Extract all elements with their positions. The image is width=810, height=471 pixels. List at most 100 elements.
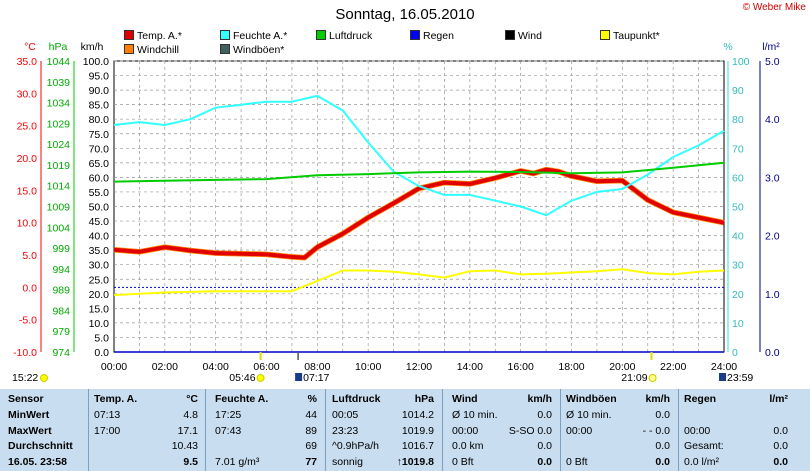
table-cell: 17.1 [177, 424, 198, 437]
table-header-cell: Luftdruck [332, 393, 381, 405]
table-header-cell: Temp. A. [94, 393, 138, 405]
table-cell: 0.0 [537, 409, 552, 421]
temp-tick-label: 25.0 [17, 121, 38, 133]
pressure-tick-label: 994 [52, 264, 70, 276]
rain-tick-label: 3.0 [765, 172, 780, 184]
wind-tick-label: 75.0 [89, 129, 110, 141]
table-header-cell: km/h [645, 393, 670, 405]
table-cell: Durchschnitt [8, 440, 73, 452]
pressure-tick-label: 1014 [47, 181, 71, 193]
table-cell: 4.8 [183, 409, 198, 421]
table-cell: 1016.7 [401, 440, 434, 452]
wind-tick-label: 95.0 [89, 71, 110, 83]
table-cell: 0 Bft [452, 455, 474, 468]
wind-tick-label: 55.0 [89, 187, 110, 199]
statistics-table: Sensor Temp. A. °C Feuchte A.% Luftdruck hPa W… [0, 389, 810, 471]
table-separator [442, 389, 443, 471]
temp-tick-label: 20.0 [17, 153, 38, 165]
x-tick-label: 08:00 [304, 361, 330, 373]
moon-icon [295, 373, 303, 381]
table-cell: 00:00 [684, 424, 711, 437]
series-line [113, 161, 725, 183]
table-header-cell: hPa [414, 393, 434, 405]
table-cell: 00:00 [566, 424, 593, 437]
table-cell: 00:05 [332, 409, 359, 421]
wind-tick-label: 90.0 [89, 85, 110, 97]
pressure-tick-label: 1004 [47, 222, 71, 234]
x-tick-label: 22:00 [660, 361, 686, 373]
table-cell: 00:00 [452, 424, 479, 437]
legend-swatch [220, 44, 230, 54]
table-separator [88, 389, 89, 471]
table-header-cell: °C [186, 393, 198, 405]
table-cell: 07:13 [94, 409, 121, 421]
table-cell: 07:43 [215, 424, 242, 437]
legend-swatch [410, 30, 420, 40]
humidity-tick-label: 80 [732, 114, 744, 126]
rain-tick-label: 5.0 [765, 56, 780, 68]
temp-tick-label: 5.0 [22, 250, 37, 262]
x-tick-label: 04:00 [203, 361, 229, 373]
humidity-tick-label: 50 [732, 202, 744, 214]
temp-tick-label: 15.0 [17, 185, 38, 197]
end-marker-label: 23:59 [727, 372, 753, 384]
table-header-cell: Feuchte A. [215, 393, 269, 405]
table-cell: sonnig [332, 455, 363, 468]
table-cell: 0.0 [537, 455, 552, 468]
humidity-tick-label: 10 [732, 318, 744, 330]
table-cell: 0.0 [773, 440, 788, 452]
x-tick-label: 20:00 [609, 361, 635, 373]
wind-tick-label: 5.0 [94, 332, 109, 344]
chart-title: Sonntag, 16.05.2010 [335, 6, 475, 23]
table-header-cell: Wind [452, 393, 478, 405]
rain-tick-label: 0.0 [765, 347, 780, 359]
x-tick-label: 00:00 [101, 361, 127, 373]
table-cell: MaxWert [8, 424, 52, 437]
marker2-label: 07:17 [303, 372, 329, 384]
table-cell: 23:23 [332, 424, 359, 437]
humidity-tick-label: 40 [732, 231, 744, 243]
wind-tick-label: 85.0 [89, 100, 110, 112]
wind-tick-label: 70.0 [89, 143, 110, 155]
legend-item: Regen [410, 30, 454, 42]
table-cell: 0.0 [773, 455, 788, 468]
pressure-tick-label: 1019 [47, 160, 71, 172]
x-tick-label: 12:00 [406, 361, 432, 373]
humidity-tick-label: 70 [732, 143, 744, 155]
legend-item: Temp. A.* [124, 30, 182, 42]
series-line [113, 167, 725, 260]
table-header-row: Sensor Temp. A. °C Feuchte A.% Luftdruck hPa W… [0, 392, 810, 407]
table-cell: 1019.9 [401, 424, 434, 437]
table-separator [560, 389, 561, 471]
table-cell: 7.01 g/m³ [215, 455, 260, 468]
x-tick-label: 14:00 [457, 361, 483, 373]
legend-swatch [316, 30, 326, 40]
legend-item: Windchill [124, 44, 179, 56]
table-cell: 0.0 km [452, 440, 484, 452]
legend-item: Taupunkt* [600, 30, 660, 42]
table-cell: 10.43 [171, 440, 198, 452]
table-row: MinWert 07:13 4.8 17:25 44 00:05 1014.2 Ø 10 mi… [0, 408, 810, 423]
table-row: 16.05. 23:58 9.5 7.01 g/m³ 77 sonnig ↑1019.8 0… [0, 455, 810, 470]
table-row: MaxWert 17:00 17.1 07:43 89 23:23 1019.9 00:00 S… [0, 424, 810, 439]
rain-tick-label: 4.0 [765, 114, 780, 126]
humidity-tick-label: 0 [732, 347, 738, 359]
pressure-tick-label: 974 [52, 347, 70, 359]
rain-tick-label: 1.0 [765, 289, 780, 301]
table-cell: ↑1019.8 [396, 455, 434, 468]
wind-tick-label: 20.0 [89, 289, 110, 301]
wind-tick-label: 50.0 [89, 202, 110, 214]
pressure-tick-label: 1024 [47, 139, 71, 151]
wind-tick-label: 10.0 [89, 318, 110, 330]
sun-icon [40, 374, 48, 382]
table-separator [678, 389, 679, 471]
legend-label: Wind [518, 30, 542, 42]
pressure-tick-label: 1039 [47, 77, 71, 89]
humidity-tick-label: 20 [732, 289, 744, 301]
table-cell: 77 [305, 455, 317, 468]
table-cell: 69 [305, 440, 317, 452]
rain-tick-label: 2.0 [765, 231, 780, 243]
weather-chart: °C hPa km/h% l/m² 35.0 30.0 25.0 20.0 15.0 10.0 5.… [12, 41, 780, 384]
legend-label: Taupunkt* [613, 30, 660, 42]
table-cell: 16.05. 23:58 [8, 455, 67, 468]
